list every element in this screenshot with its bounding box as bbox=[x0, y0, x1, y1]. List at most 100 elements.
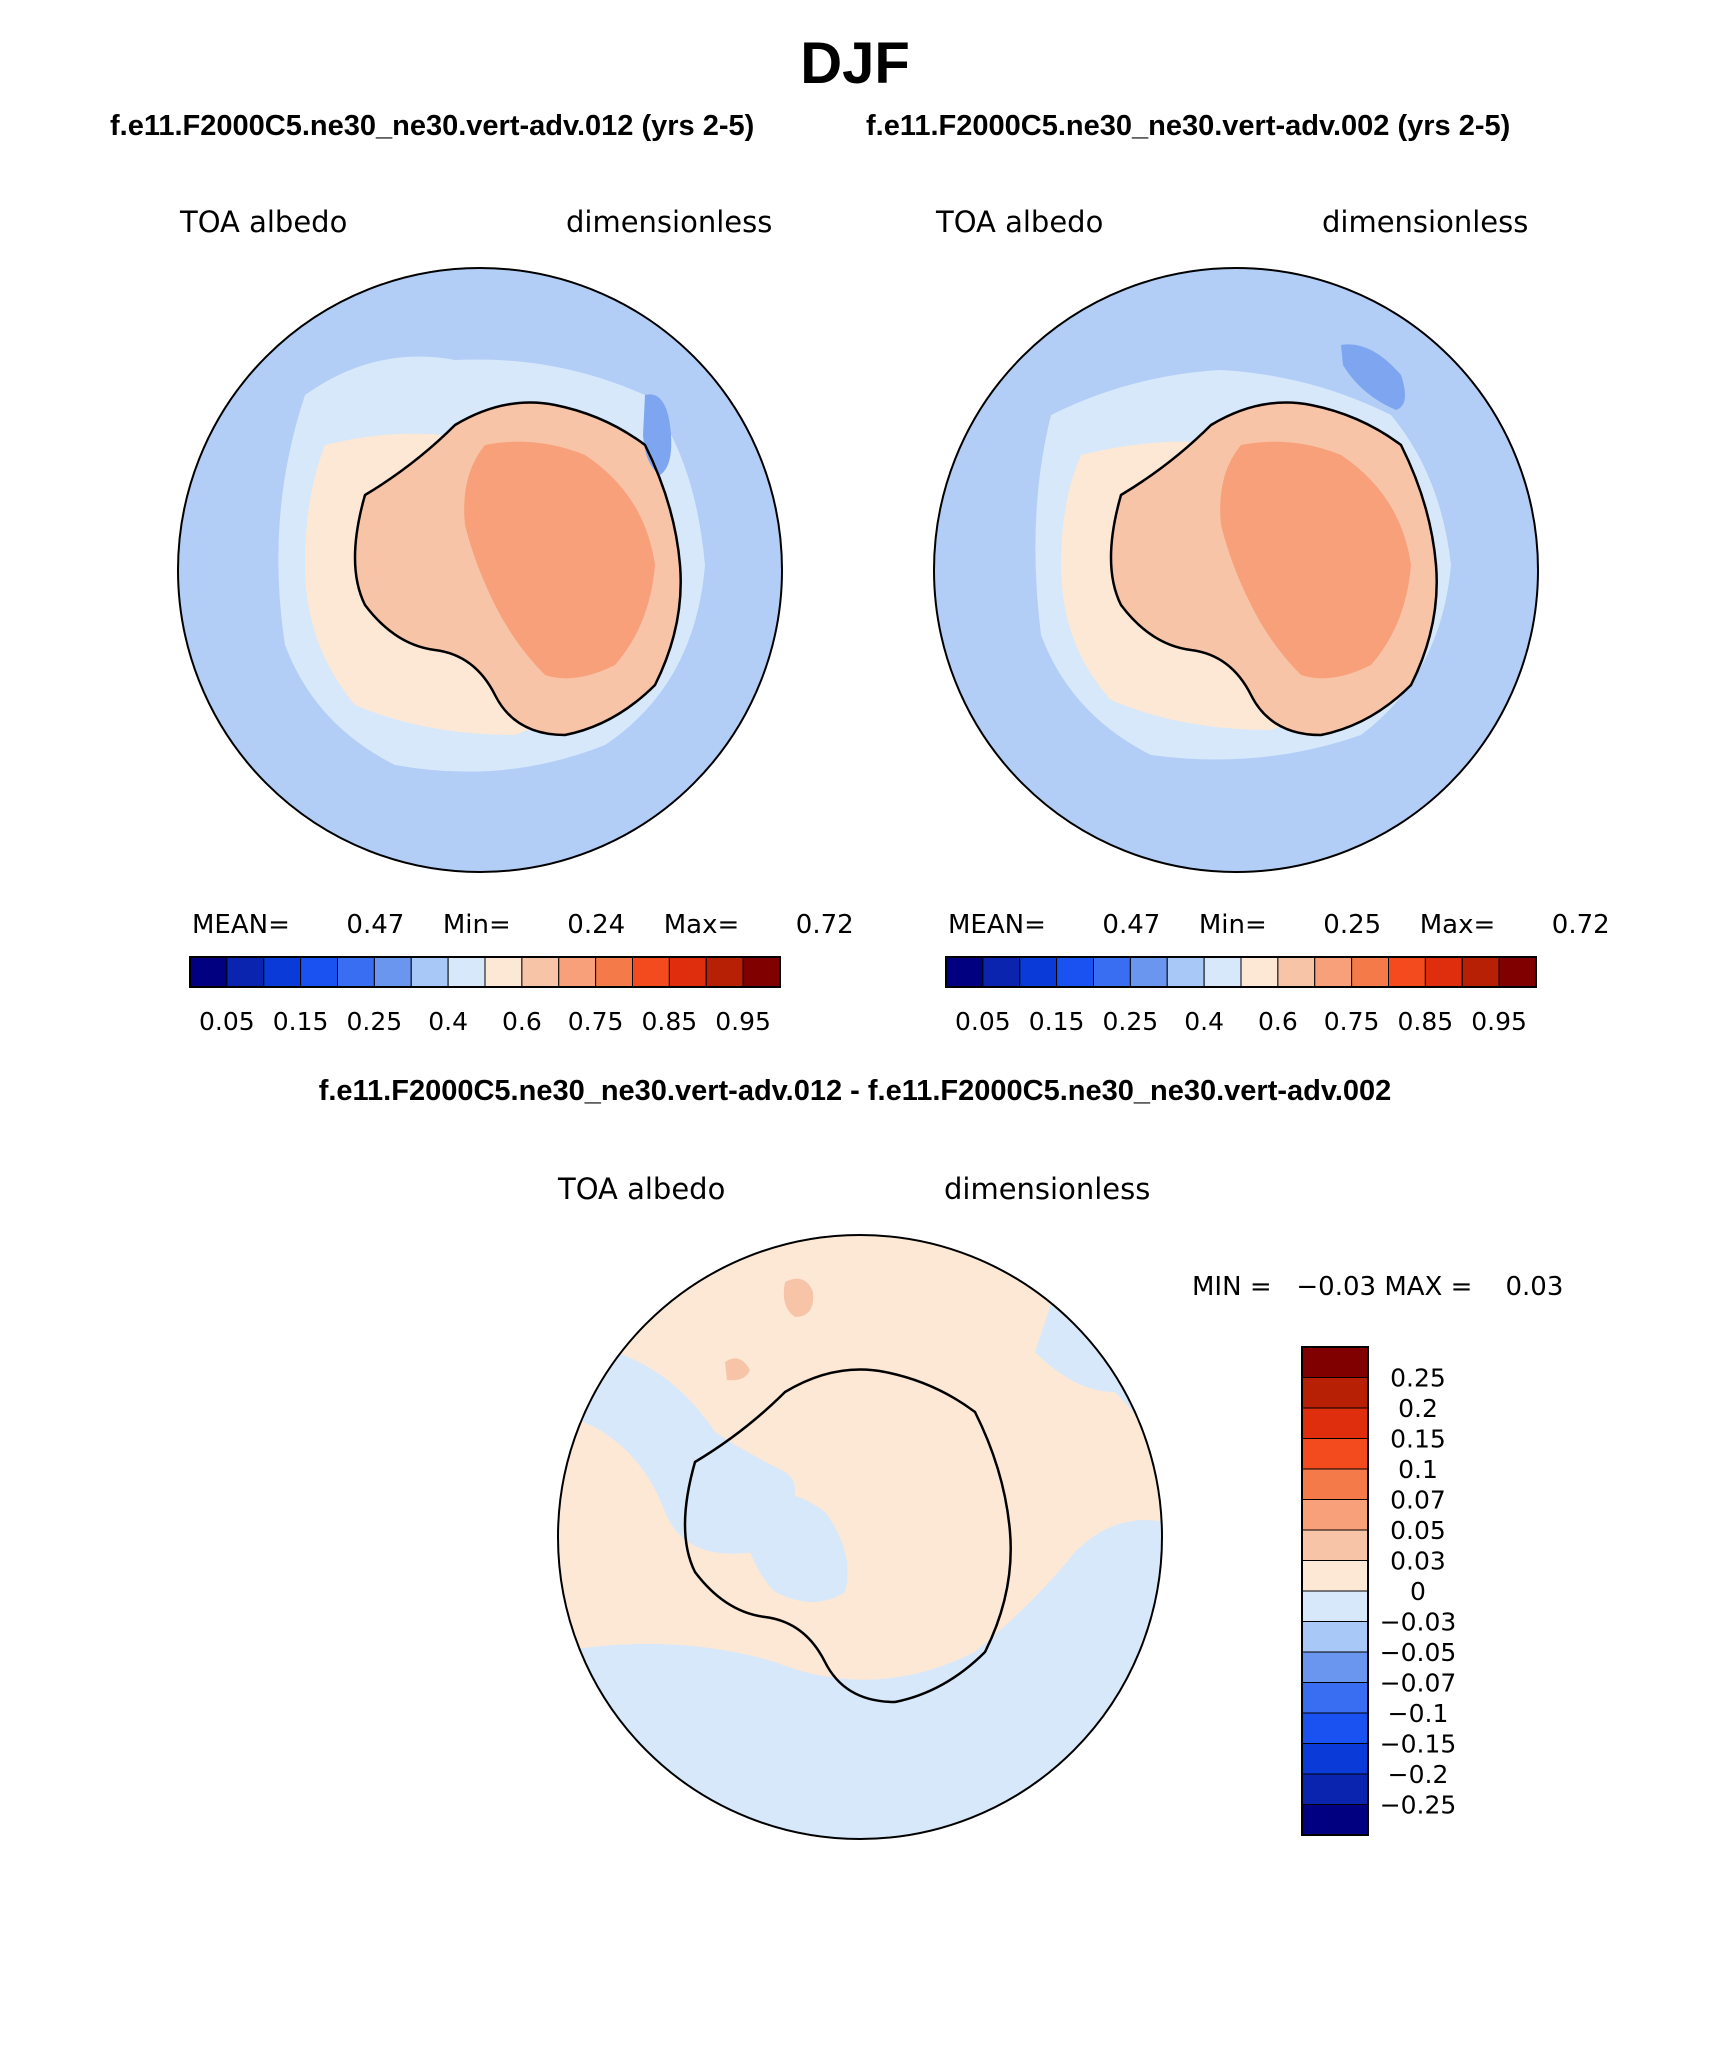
colorbar-swatch bbox=[1388, 956, 1426, 988]
colorbar-tick-label: 0.6 bbox=[502, 1007, 542, 1035]
colorbar-swatch bbox=[1424, 956, 1463, 988]
colorbar-tick-label: −0.25 bbox=[1380, 1791, 1457, 1820]
colorbar-swatch bbox=[263, 956, 302, 988]
colorbar-swatch bbox=[521, 956, 560, 988]
colorbar-tick-label: 0.25 bbox=[1103, 1007, 1159, 1035]
panel2-min-value: 0.25 bbox=[1323, 910, 1382, 940]
colorbar-swatch bbox=[945, 956, 984, 988]
panel2-max-label: Max= bbox=[1419, 910, 1496, 940]
colorbar-swatch bbox=[1301, 1621, 1369, 1653]
colorbar-frame bbox=[1301, 1346, 1369, 1836]
colorbar-swatch bbox=[410, 956, 449, 988]
colorbar-tick-label: 0.15 bbox=[273, 1007, 329, 1035]
ocean-blue-patch bbox=[1341, 344, 1405, 410]
colorbar-tick-label: −0.15 bbox=[1380, 1730, 1457, 1759]
colorbar-tick-label: 0.85 bbox=[642, 1007, 698, 1035]
colorbar-swatch bbox=[484, 956, 523, 988]
panel2-map bbox=[933, 267, 1539, 873]
panel1-mean-label: MEAN= bbox=[192, 910, 290, 940]
colorbar-tick-label: 0.05 bbox=[199, 1007, 255, 1035]
colorbar-tick-label: 0.03 bbox=[1390, 1547, 1446, 1576]
colorbar-swatch bbox=[595, 956, 633, 988]
colorbar-tick-label: 0.85 bbox=[1398, 1007, 1454, 1035]
colorbar-tick-label: −0.07 bbox=[1380, 1669, 1457, 1698]
map-border bbox=[177, 267, 783, 873]
panel1-max-label: Max= bbox=[663, 910, 740, 940]
colorbar-tick-label: 0.25 bbox=[347, 1007, 403, 1035]
panel2-min-label: Min= bbox=[1198, 910, 1267, 940]
panel2-variable: TOA albedo bbox=[936, 205, 1104, 239]
map-border bbox=[933, 267, 1539, 873]
colorbar-swatch bbox=[668, 956, 707, 988]
colorbar-swatch bbox=[1129, 956, 1168, 988]
colorbar-frame bbox=[189, 956, 781, 988]
colorbar-swatch bbox=[1301, 1804, 1369, 1836]
colorbar-swatch bbox=[1301, 1682, 1369, 1714]
colorbar-tick-label: 0.05 bbox=[955, 1007, 1011, 1035]
colorbar-tick-label: 0.6 bbox=[1258, 1007, 1298, 1035]
panel2-mean-value: 0.47 bbox=[1102, 910, 1161, 940]
colorbar-swatch bbox=[1277, 956, 1316, 988]
colorbar-tick-label: 0.15 bbox=[1390, 1425, 1446, 1454]
colorbar-tick-label: 0.2 bbox=[1398, 1394, 1438, 1423]
panel1-min-value: 0.24 bbox=[567, 910, 626, 940]
diff-colorbar: 0.250.20.150.10.070.050.030−0.03−0.05−0.… bbox=[1301, 1346, 1457, 1836]
colorbar-swatch bbox=[1301, 1560, 1369, 1592]
colorbar-swatch bbox=[226, 956, 265, 988]
colorbar-swatch bbox=[1166, 956, 1205, 988]
colorbar-tick-label: −0.2 bbox=[1388, 1760, 1449, 1789]
panel1-map bbox=[177, 267, 783, 873]
diff-positive-strong-patch-2 bbox=[725, 1358, 750, 1381]
colorbar-swatch bbox=[1203, 956, 1242, 988]
colorbar-swatch bbox=[632, 956, 670, 988]
colorbar-swatch bbox=[1314, 956, 1353, 988]
colorbar-swatch bbox=[1301, 1346, 1369, 1378]
colorbar-swatch bbox=[1301, 1590, 1369, 1622]
diff-variable: TOA albedo bbox=[558, 1172, 726, 1206]
panel2-max-value: 0.72 bbox=[1551, 910, 1610, 940]
colorbar-tick-label: −0.03 bbox=[1380, 1608, 1457, 1637]
diff-map bbox=[557, 1234, 1163, 1840]
colorbar-swatch bbox=[1301, 1529, 1369, 1561]
colorbar-swatch bbox=[742, 956, 781, 988]
map-border bbox=[557, 1234, 1163, 1840]
colorbar-swatch bbox=[705, 956, 744, 988]
colorbar-swatch bbox=[1301, 1438, 1369, 1470]
colorbar-swatch bbox=[1351, 956, 1389, 988]
antarctica-high bbox=[464, 441, 655, 679]
diff-negative-region-inner bbox=[735, 1489, 848, 1602]
colorbar-swatch bbox=[1461, 956, 1500, 988]
colorbar-swatch bbox=[1240, 956, 1279, 988]
colorbar-swatch bbox=[1093, 956, 1131, 988]
antarctica-high bbox=[1220, 441, 1411, 679]
colorbar-swatch bbox=[373, 956, 412, 988]
colorbar-swatch bbox=[982, 956, 1021, 988]
colorbar-tick-label: 0.25 bbox=[1390, 1364, 1446, 1393]
colorbar-swatch bbox=[1301, 1743, 1369, 1775]
panel1-colorbar: 0.05 0.15 0.25 0.4 0.6 0.75 0.85 0.95 bbox=[189, 956, 781, 1035]
coastline bbox=[353, 401, 682, 737]
panel1-max-value: 0.72 bbox=[795, 910, 854, 940]
panel2-mean-label: MEAN= bbox=[948, 910, 1046, 940]
colorbar-swatch bbox=[1301, 1712, 1369, 1744]
colorbar-swatch bbox=[558, 956, 597, 988]
colorbar-tick-label: 0.05 bbox=[1390, 1516, 1446, 1545]
colorbar-tick-label: 0 bbox=[1410, 1577, 1426, 1606]
panel1-variable: TOA albedo bbox=[180, 205, 348, 239]
diff-negative-region-south bbox=[558, 1520, 1162, 1839]
colorbar-tick-label: 0.75 bbox=[568, 1007, 624, 1035]
diff-title: f.e11.F2000C5.ne30_ne30.vert-adv.012 - f… bbox=[318, 1075, 1392, 1107]
diff-negative-region bbox=[558, 1352, 795, 1554]
panel1-case-title: f.e11.F2000C5.ne30_ne30.vert-adv.012 (yr… bbox=[110, 110, 755, 142]
colorbar-swatch bbox=[1019, 956, 1058, 988]
colorbar-tick-label: −0.05 bbox=[1380, 1638, 1457, 1667]
panel2-colorbar: 0.05 0.15 0.25 0.4 0.6 0.75 0.85 0.95 bbox=[945, 956, 1537, 1035]
panel1-mean-value: 0.47 bbox=[346, 910, 405, 940]
panel2-case-title: f.e11.F2000C5.ne30_ne30.vert-adv.002 (yr… bbox=[866, 110, 1511, 142]
colorbar-swatch bbox=[1301, 1499, 1369, 1531]
colorbar-tick-label: 0.1 bbox=[1398, 1455, 1438, 1484]
panel1-min-label: Min= bbox=[442, 910, 511, 940]
colorbar-tick-label: 0.75 bbox=[1324, 1007, 1380, 1035]
coastline bbox=[1109, 401, 1438, 737]
page-title: DJF bbox=[800, 31, 910, 96]
